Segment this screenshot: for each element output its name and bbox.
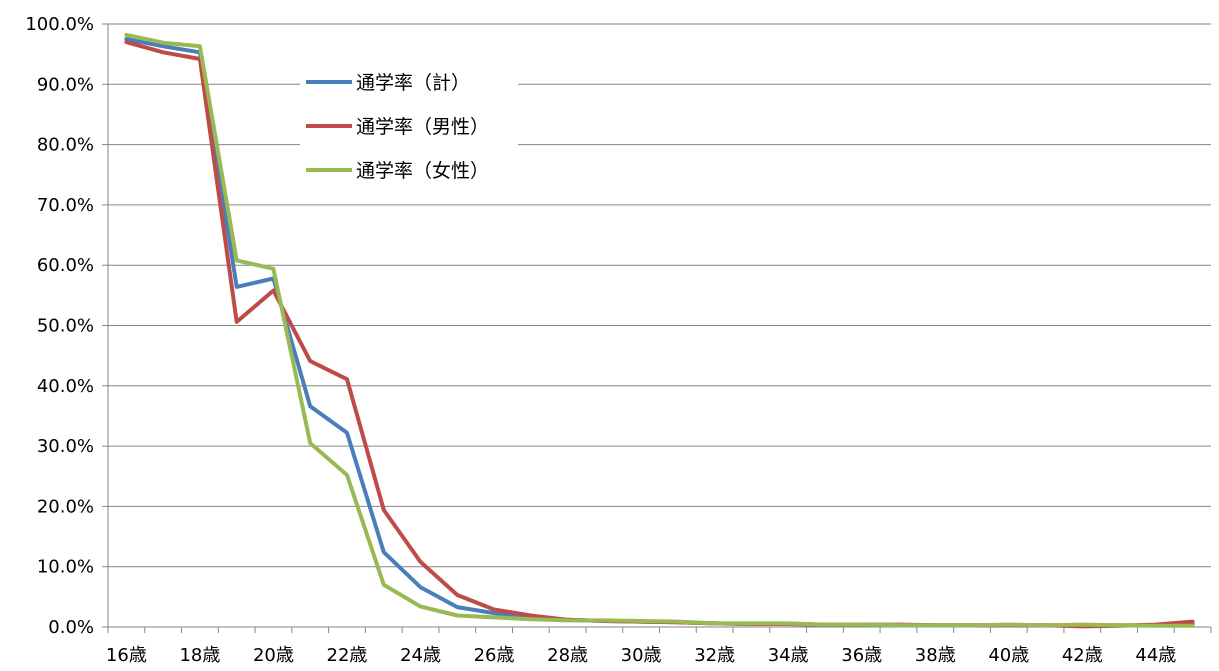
- legend-entry-total: 通学率（計）: [306, 72, 470, 94]
- series-line-female: [124, 32, 1195, 628]
- y-tick-label-0: 0.0%: [48, 617, 94, 638]
- x-tick-label-36: 36歳: [841, 645, 882, 666]
- legend-entry-male: 通学率（男性）: [306, 116, 489, 138]
- y-tick-label-70: 70.0%: [37, 195, 94, 216]
- x-tick-label-16: 16歳: [106, 645, 147, 666]
- legend-label-female: 通学率（女性）: [356, 160, 489, 182]
- x-tick-label-22: 22歳: [327, 645, 368, 666]
- gridlines: [108, 23, 1211, 568]
- axes: [102, 23, 1212, 633]
- x-tick-label-26: 26歳: [474, 645, 515, 666]
- legend-label-total: 通学率（計）: [356, 72, 470, 94]
- legend-entry-female: 通学率（女性）: [306, 160, 489, 182]
- x-tick-label-44: 44歳: [1135, 645, 1176, 666]
- x-tick-label-40: 40歳: [988, 645, 1029, 666]
- y-tick-label-10: 10.0%: [37, 557, 94, 578]
- series-lines: [124, 32, 1195, 629]
- x-tick-label-30: 30歳: [621, 645, 662, 666]
- x-tick-label-20: 20歳: [253, 645, 294, 666]
- y-tick-label-80: 80.0%: [37, 135, 94, 156]
- y-tick-label-60: 60.0%: [37, 255, 94, 276]
- y-tick-label-30: 30.0%: [37, 436, 94, 457]
- x-tick-label-38: 38歳: [915, 645, 956, 666]
- legend-label-male: 通学率（男性）: [356, 116, 489, 138]
- legend: 通学率（計） 通学率（男性） 通学率（女性）: [300, 60, 518, 188]
- y-tick-label-40: 40.0%: [37, 376, 94, 397]
- x-tick-label-32: 32歳: [694, 645, 735, 666]
- x-tick-label-18: 18歳: [179, 645, 220, 666]
- x-tick-label-24: 24歳: [400, 645, 441, 666]
- x-axis-tick-labels: 16歳 18歳 20歳 22歳 24歳 26歳 28歳 30歳 32歳 34歳 36歳 38歳 40歳 4…: [106, 645, 1176, 666]
- x-tick-label-42: 42歳: [1062, 645, 1103, 666]
- y-tick-label-20: 20.0%: [37, 496, 94, 517]
- y-tick-label-100: 100.0%: [25, 14, 94, 35]
- y-tick-label-50: 50.0%: [37, 316, 94, 337]
- y-axis-tick-labels: 0.0% 10.0% 20.0% 30.0% 40.0% 50.0% 60.0% 70.0% 8…: [25, 14, 94, 638]
- x-tick-label-34: 34歳: [768, 645, 809, 666]
- y-tick-label-90: 90.0%: [37, 74, 94, 95]
- x-tick-label-28: 28歳: [547, 645, 588, 666]
